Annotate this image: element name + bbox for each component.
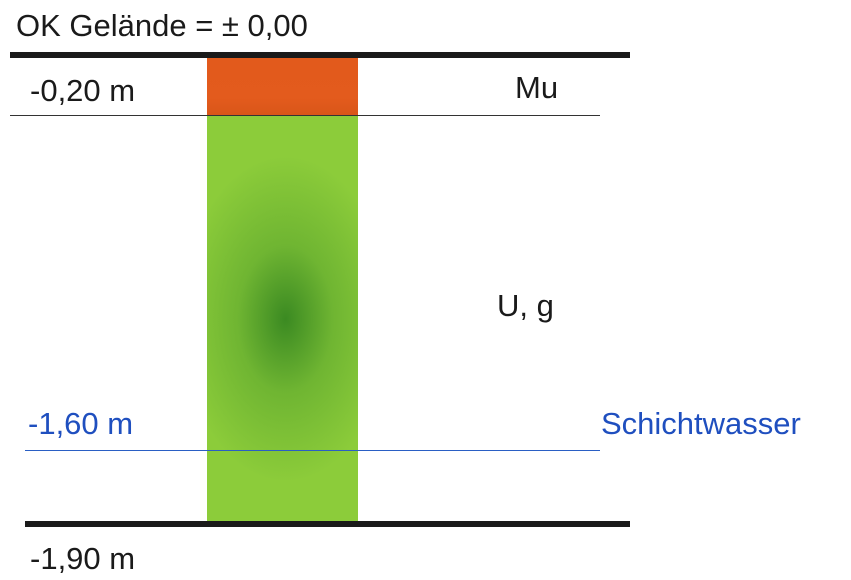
bottom-depth-label: -1,90 m xyxy=(30,541,136,576)
layer-ug-column xyxy=(207,115,358,523)
layer-2-soil-label: U, g xyxy=(497,288,554,323)
water-level-line xyxy=(25,450,600,451)
layer-1-boundary-line xyxy=(10,115,600,116)
boring-bottom-line xyxy=(25,521,630,527)
layer-mu-column xyxy=(207,58,358,115)
water-label: Schichtwasser xyxy=(601,406,801,441)
layer-1-soil-label: Mu xyxy=(515,70,559,105)
ground-surface-line xyxy=(10,52,630,58)
ground-level-label: OK Gelände = ± 0,00 xyxy=(16,8,308,43)
water-depth-label: -1,60 m xyxy=(28,406,134,441)
layer-1-depth-label: -0,20 m xyxy=(30,73,136,108)
